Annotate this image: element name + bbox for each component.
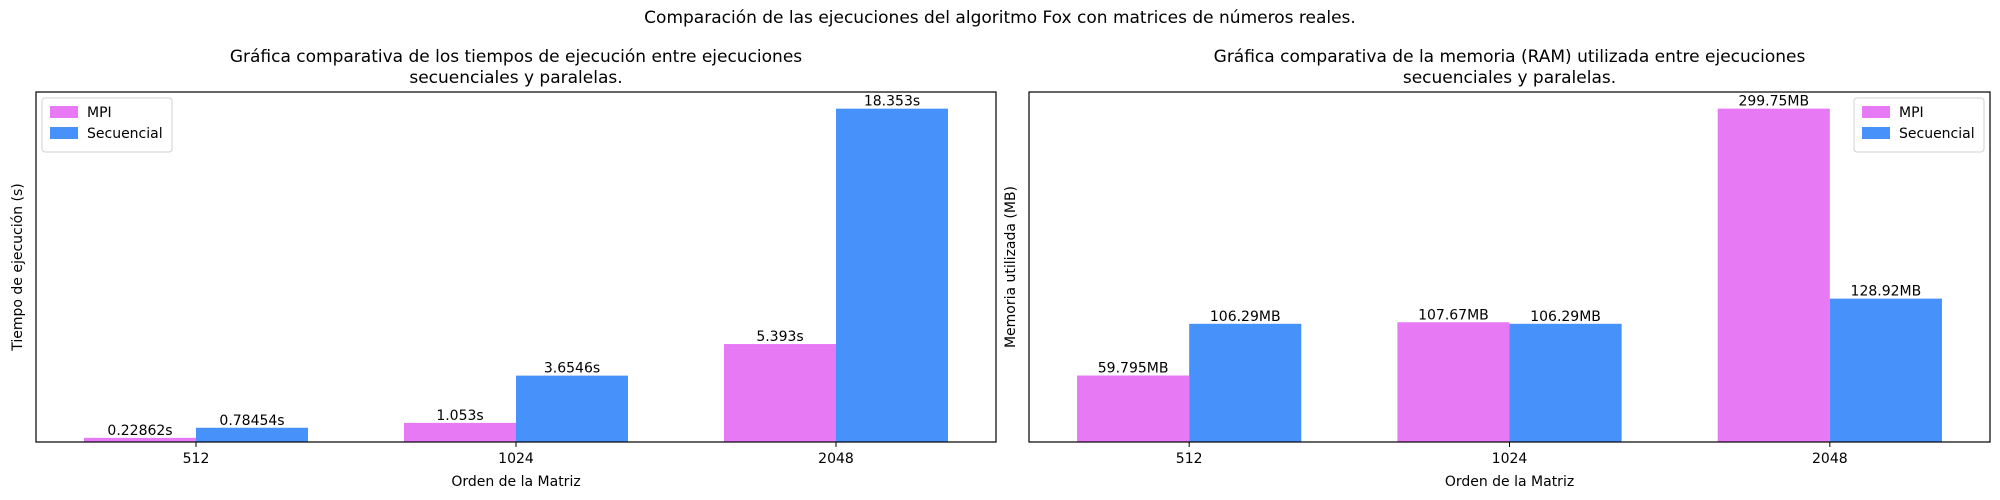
x-tick-label: 512 (1176, 451, 1203, 467)
chart-title-line: secuenciales y paralelas. (409, 68, 622, 88)
legend-swatch-mpi (1862, 106, 1890, 118)
x-axis-label: Orden de la Matriz (451, 474, 580, 490)
y-axis-label: Tiempo de ejecución (s) (10, 183, 26, 352)
bar-value-label: 106.29MB (1210, 309, 1281, 325)
chart-title-line: secuenciales y paralelas. (1403, 68, 1616, 88)
legend-swatch-secuencial (50, 127, 78, 139)
legend: MPI Secuencial (1853, 97, 1985, 153)
bar-secuencial-512 (1189, 323, 1302, 442)
bar-value-label: 107.67MB (1418, 307, 1489, 323)
x-tick-label: 1024 (498, 451, 534, 467)
bar-secuencial-2048 (836, 108, 948, 442)
legend-label: Secuencial (1899, 126, 1975, 142)
figure-suptitle: Comparación de las ejecuciones del algor… (644, 8, 1356, 28)
chart-panel-1: Gráfica comparativa de los tiempos de ej… (10, 47, 997, 490)
bar-mpi-2048 (724, 344, 836, 442)
legend-label: MPI (1899, 105, 1924, 121)
chart-panel-2: Gráfica comparativa de la memoria (RAM) … (1003, 47, 1991, 490)
x-tick-label: 512 (183, 451, 210, 467)
bar-value-label: 299.75MB (1738, 94, 1809, 110)
bar-value-label: 18.353s (864, 94, 920, 110)
legend-label: MPI (87, 105, 112, 121)
x-tick-label: 2048 (1812, 451, 1848, 467)
chart-title-line: Gráfica comparativa de la memoria (RAM) … (1214, 47, 1806, 67)
x-tick-label: 2048 (818, 451, 854, 467)
bar-value-label: 1.053s (436, 408, 483, 424)
bar-mpi-1024 (1397, 322, 1510, 442)
bar-secuencial-1024 (1509, 323, 1622, 442)
bar-mpi-512 (1077, 375, 1190, 442)
bar-value-label: 128.92MB (1851, 284, 1922, 300)
y-axis-label: Memoria utilizada (MB) (1003, 186, 1019, 348)
bar-secuencial-512 (196, 427, 308, 442)
bar-value-label: 3.6546s (544, 361, 600, 377)
legend: MPI Secuencial (41, 97, 173, 153)
bar-value-label: 5.393s (756, 329, 803, 345)
bar-value-label: 0.22862s (107, 423, 172, 439)
legend-swatch-secuencial (1862, 127, 1890, 139)
bar-mpi-2048 (1717, 108, 1830, 442)
x-tick-label: 1024 (1492, 451, 1528, 467)
x-axis-label: Orden de la Matriz (1445, 474, 1574, 490)
bar-value-label: 0.78454s (219, 413, 284, 429)
bar-mpi-512 (84, 437, 196, 442)
bar-secuencial-1024 (516, 375, 628, 442)
bar-secuencial-2048 (1829, 298, 1942, 442)
bar-value-label: 59.795MB (1098, 360, 1169, 376)
legend-label: Secuencial (87, 126, 163, 142)
legend-swatch-mpi (50, 106, 78, 118)
bar-mpi-1024 (404, 422, 516, 442)
chart-title-line: Gráfica comparativa de los tiempos de ej… (230, 47, 802, 67)
bar-value-label: 106.29MB (1530, 309, 1601, 325)
